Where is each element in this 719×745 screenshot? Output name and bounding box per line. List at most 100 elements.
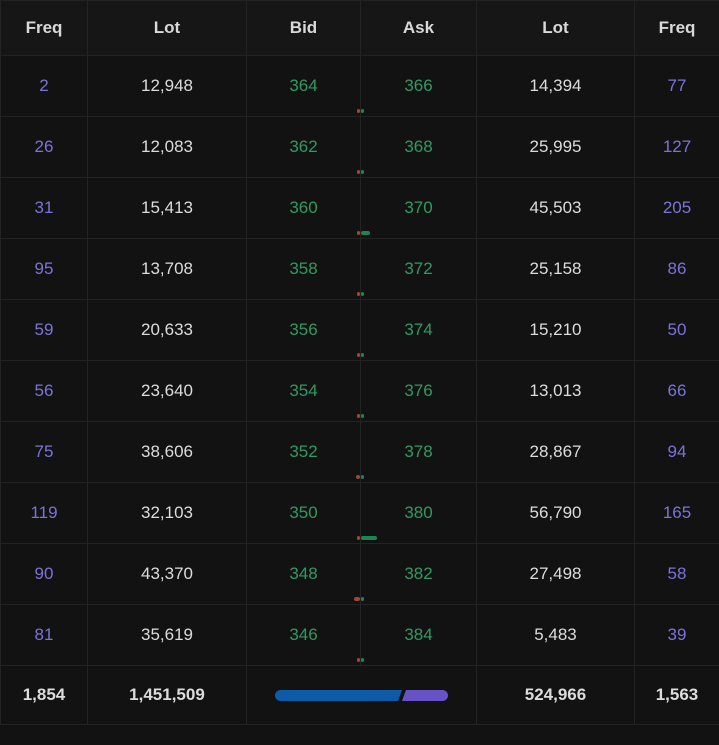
bid-price-cell[interactable]: 354 bbox=[246, 360, 361, 422]
header-bid-freq[interactable]: Freq bbox=[0, 0, 88, 56]
orderbook-row[interactable]: 56 23,640 354 376 13,013 66 bbox=[0, 360, 719, 422]
ask-price-value: 372 bbox=[404, 259, 433, 278]
header-bid[interactable]: Bid bbox=[246, 0, 361, 56]
ask-price-cell[interactable]: 370 bbox=[360, 177, 477, 239]
header-bid-lot[interactable]: Lot bbox=[87, 0, 247, 56]
bid-freq-cell[interactable]: 81 bbox=[0, 604, 88, 666]
bid-lot-cell[interactable]: 38,606 bbox=[87, 421, 247, 483]
ask-freq-cell[interactable]: 58 bbox=[634, 543, 719, 605]
ask-price-cell[interactable]: 368 bbox=[360, 116, 477, 178]
ask-freq-cell[interactable]: 165 bbox=[634, 482, 719, 544]
orderbook-row[interactable]: 119 32,103 350 380 56,790 165 bbox=[0, 482, 719, 544]
bid-price-cell[interactable]: 360 bbox=[246, 177, 361, 239]
bid-freq-cell[interactable]: 90 bbox=[0, 543, 88, 605]
ask-depth-bar bbox=[361, 231, 370, 235]
bid-price-cell[interactable]: 350 bbox=[246, 482, 361, 544]
ask-freq-value: 94 bbox=[667, 442, 687, 461]
bid-lot-value: 32,103 bbox=[141, 503, 193, 522]
bid-lot-cell[interactable]: 15,413 bbox=[87, 177, 247, 239]
ask-freq-cell[interactable]: 127 bbox=[634, 116, 719, 178]
ask-price-cell[interactable]: 384 bbox=[360, 604, 477, 666]
ask-lot-cell[interactable]: 13,013 bbox=[476, 360, 635, 422]
ask-freq-cell[interactable]: 86 bbox=[634, 238, 719, 300]
ask-freq-value: 39 bbox=[667, 625, 687, 644]
ask-freq-cell[interactable]: 205 bbox=[634, 177, 719, 239]
ask-lot-value: 27,498 bbox=[529, 564, 582, 583]
bid-freq-cell[interactable]: 56 bbox=[0, 360, 88, 422]
bid-price-value: 360 bbox=[289, 198, 318, 217]
bid-price-cell[interactable]: 358 bbox=[246, 238, 361, 300]
bid-price-cell[interactable]: 356 bbox=[246, 299, 361, 361]
orderbook-row[interactable]: 26 12,083 362 368 25,995 127 bbox=[0, 116, 719, 178]
ask-price-cell[interactable]: 378 bbox=[360, 421, 477, 483]
bid-price-value: 350 bbox=[289, 503, 318, 522]
ask-lot-cell[interactable]: 25,158 bbox=[476, 238, 635, 300]
bid-freq-cell[interactable]: 31 bbox=[0, 177, 88, 239]
bid-lot-value: 12,083 bbox=[141, 137, 193, 156]
ask-price-cell[interactable]: 380 bbox=[360, 482, 477, 544]
header-ask-lot[interactable]: Lot bbox=[476, 0, 635, 56]
ask-lot-cell[interactable]: 56,790 bbox=[476, 482, 635, 544]
ask-lot-cell[interactable]: 27,498 bbox=[476, 543, 635, 605]
bid-lot-cell[interactable]: 23,640 bbox=[87, 360, 247, 422]
ask-price-cell[interactable]: 374 bbox=[360, 299, 477, 361]
bid-lot-cell[interactable]: 13,708 bbox=[87, 238, 247, 300]
bid-lot-cell[interactable]: 12,083 bbox=[87, 116, 247, 178]
ask-lot-value: 56,790 bbox=[529, 503, 582, 522]
ask-lot-cell[interactable]: 25,995 bbox=[476, 116, 635, 178]
bid-lot-cell[interactable]: 35,619 bbox=[87, 604, 247, 666]
bid-price-cell[interactable]: 348 bbox=[246, 543, 361, 605]
header-ask[interactable]: Ask bbox=[360, 0, 477, 56]
orderbook-row[interactable]: 31 15,413 360 370 45,503 205 bbox=[0, 177, 719, 239]
bid-lot-cell[interactable]: 12,948 bbox=[87, 55, 247, 117]
orderbook-row[interactable]: 95 13,708 358 372 25,158 86 bbox=[0, 238, 719, 300]
orderbook-row[interactable]: 2 12,948 364 366 14,394 77 bbox=[0, 55, 719, 117]
ask-freq-cell[interactable]: 94 bbox=[634, 421, 719, 483]
bid-price-cell[interactable]: 352 bbox=[246, 421, 361, 483]
ask-freq-cell[interactable]: 77 bbox=[634, 55, 719, 117]
bid-lot-value: 35,619 bbox=[141, 625, 193, 644]
bid-freq-cell[interactable]: 59 bbox=[0, 299, 88, 361]
total-ask-lot: 524,966 bbox=[476, 665, 635, 725]
ask-freq-cell[interactable]: 66 bbox=[634, 360, 719, 422]
ask-price-value: 370 bbox=[404, 198, 433, 217]
ask-price-cell[interactable]: 382 bbox=[360, 543, 477, 605]
ask-lot-value: 25,158 bbox=[529, 259, 582, 278]
ask-price-value: 380 bbox=[404, 503, 433, 522]
bid-price-cell[interactable]: 346 bbox=[246, 604, 361, 666]
orderbook-row[interactable]: 75 38,606 352 378 28,867 94 bbox=[0, 421, 719, 483]
bid-lot-cell[interactable]: 32,103 bbox=[87, 482, 247, 544]
ask-lot-value: 14,394 bbox=[529, 76, 582, 95]
orderbook-row[interactable]: 90 43,370 348 382 27,498 58 bbox=[0, 543, 719, 605]
bid-freq-cell[interactable]: 75 bbox=[0, 421, 88, 483]
ask-freq-cell[interactable]: 39 bbox=[634, 604, 719, 666]
bid-price-cell[interactable]: 362 bbox=[246, 116, 361, 178]
bid-lot-cell[interactable]: 20,633 bbox=[87, 299, 247, 361]
bid-lot-value: 15,413 bbox=[141, 198, 193, 217]
ask-freq-cell[interactable]: 50 bbox=[634, 299, 719, 361]
bid-freq-value: 75 bbox=[34, 442, 54, 461]
bid-freq-cell[interactable]: 26 bbox=[0, 116, 88, 178]
bid-depth-bar bbox=[357, 231, 360, 235]
ask-price-cell[interactable]: 372 bbox=[360, 238, 477, 300]
bid-lot-cell[interactable]: 43,370 bbox=[87, 543, 247, 605]
bid-price-cell[interactable]: 364 bbox=[246, 55, 361, 117]
bid-price-value: 348 bbox=[289, 564, 318, 583]
orderbook-row[interactable]: 59 20,633 356 374 15,210 50 bbox=[0, 299, 719, 361]
ask-lot-cell[interactable]: 15,210 bbox=[476, 299, 635, 361]
bid-freq-cell[interactable]: 119 bbox=[0, 482, 88, 544]
ask-price-value: 378 bbox=[404, 442, 433, 461]
ask-price-cell[interactable]: 366 bbox=[360, 55, 477, 117]
bid-depth-bar bbox=[357, 353, 360, 357]
ask-lot-cell[interactable]: 5,483 bbox=[476, 604, 635, 666]
orderbook-row[interactable]: 81 35,619 346 384 5,483 39 bbox=[0, 604, 719, 666]
ask-lot-cell[interactable]: 28,867 bbox=[476, 421, 635, 483]
bid-freq-cell[interactable]: 2 bbox=[0, 55, 88, 117]
ask-lot-cell[interactable]: 14,394 bbox=[476, 55, 635, 117]
header-ask-freq[interactable]: Freq bbox=[634, 0, 719, 56]
ask-freq-value: 86 bbox=[667, 259, 687, 278]
ask-depth-bar bbox=[361, 475, 364, 479]
ask-price-cell[interactable]: 376 bbox=[360, 360, 477, 422]
bid-freq-cell[interactable]: 95 bbox=[0, 238, 88, 300]
ask-lot-cell[interactable]: 45,503 bbox=[476, 177, 635, 239]
